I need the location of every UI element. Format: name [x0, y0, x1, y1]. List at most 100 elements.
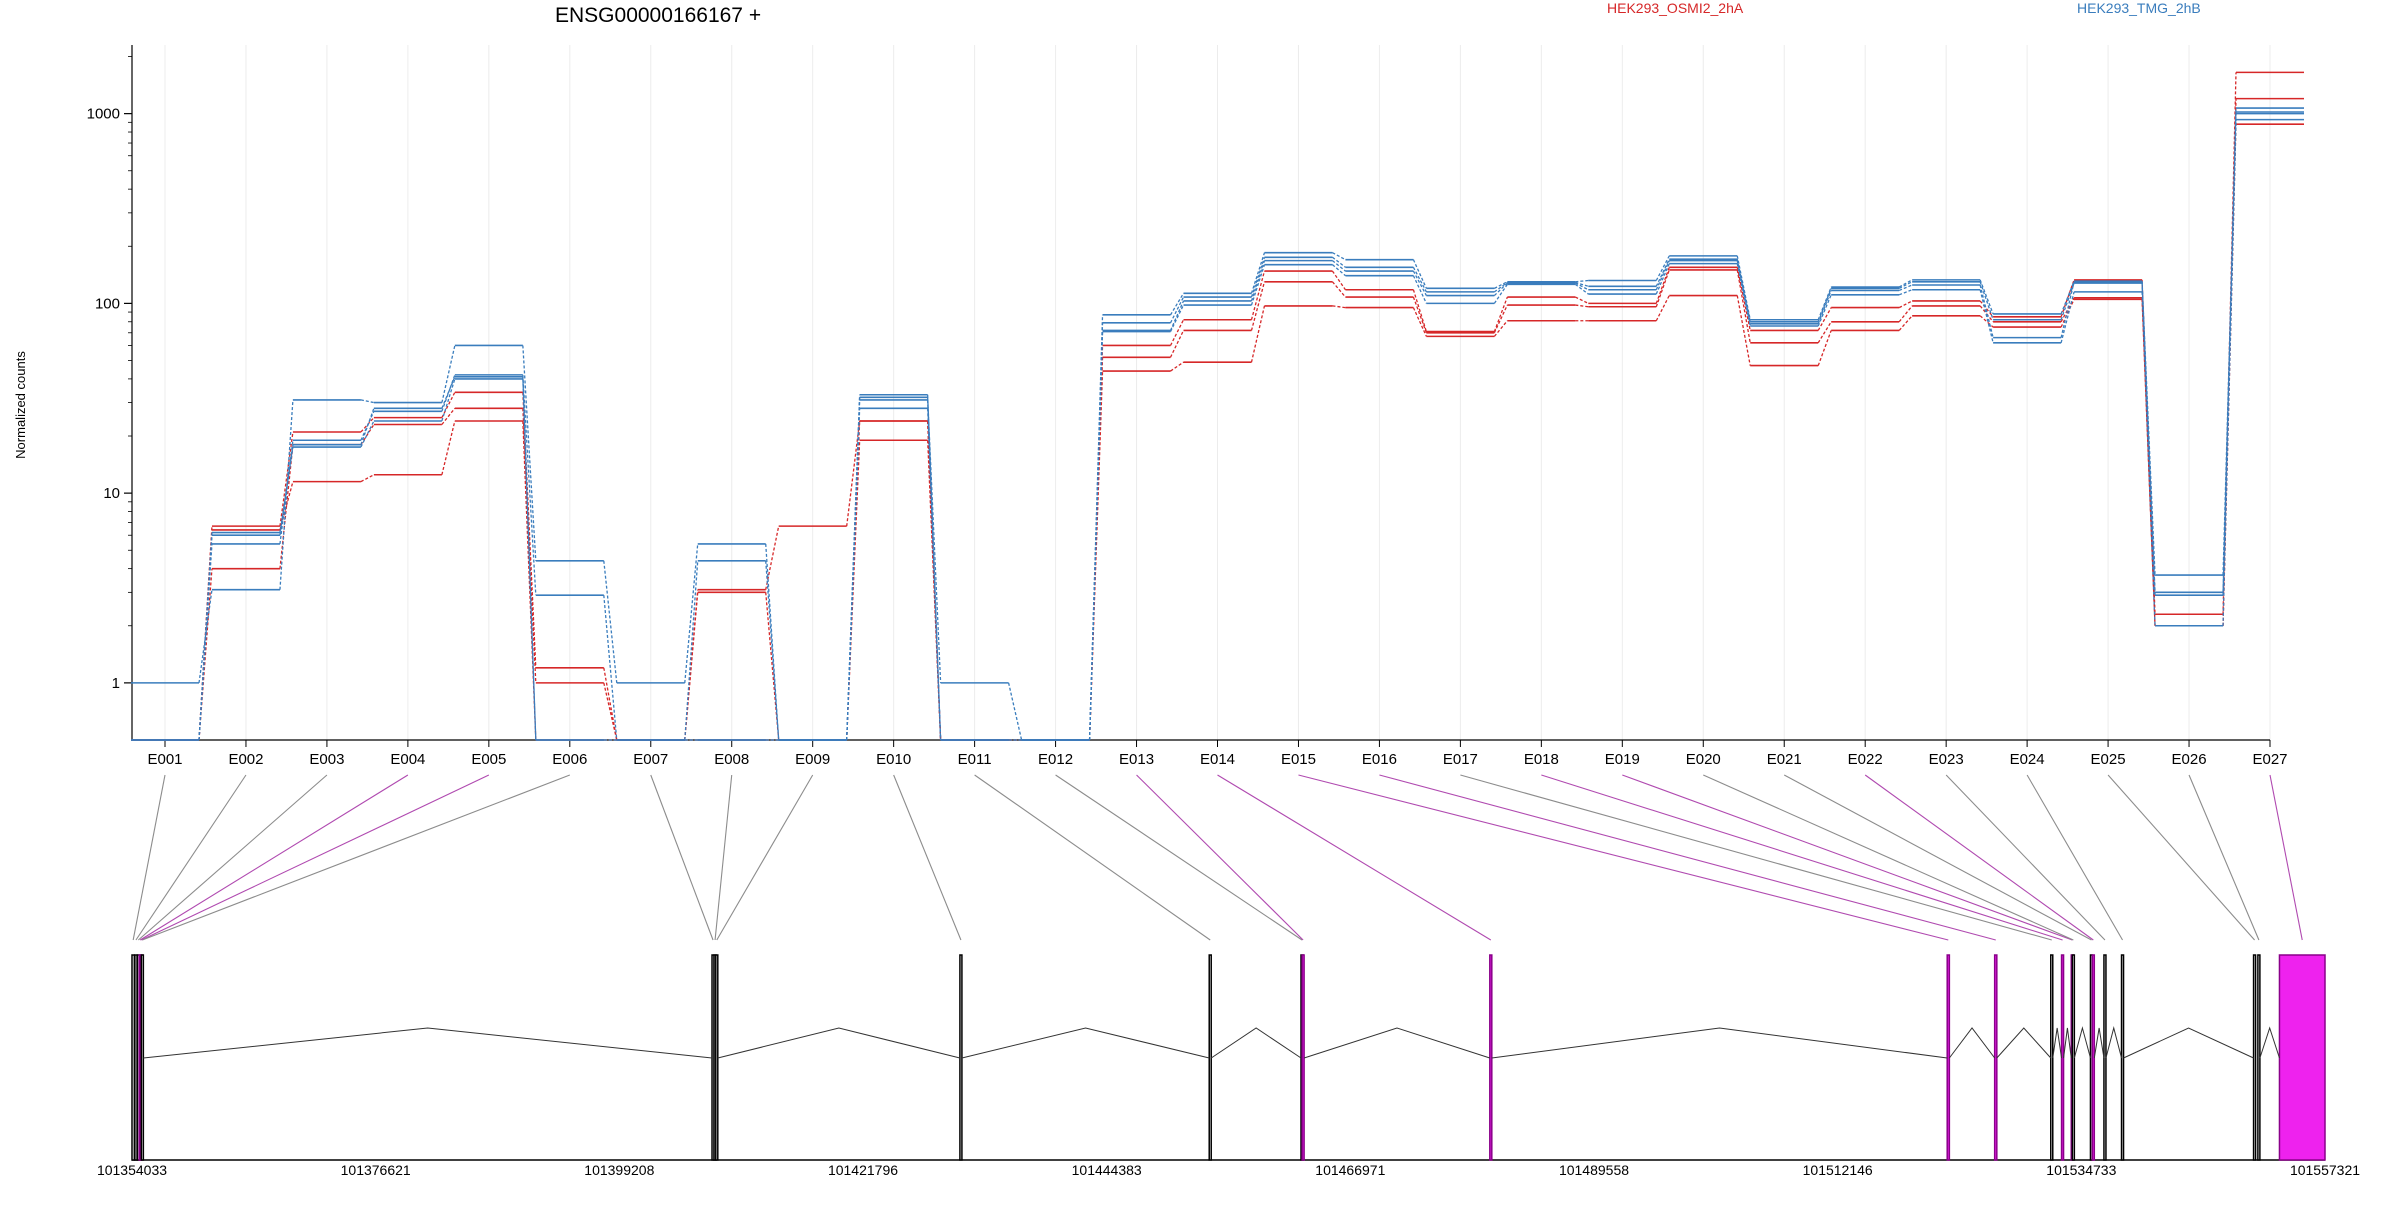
intron-line — [717, 1027, 961, 1059]
transition-line — [441, 407, 456, 425]
x-tick-label: E015 — [1281, 751, 1316, 768]
x-tick-label: E006 — [552, 751, 587, 768]
transition-line — [2141, 299, 2156, 626]
x-tick-label: E008 — [714, 751, 749, 768]
connector-line — [139, 774, 409, 941]
transition-line — [2060, 279, 2075, 317]
transition-line — [1655, 269, 1670, 307]
transition-line — [1575, 296, 1589, 304]
transition-line — [360, 474, 375, 483]
legend-label-osmi2: HEK293_OSMI2_2hA — [1607, 0, 1744, 16]
y-tick-label: 1 — [112, 675, 120, 692]
transition-line — [1979, 289, 1994, 343]
legend-label-tmg: HEK293_TMG_2hB — [2077, 0, 2201, 16]
transition-line — [2222, 111, 2237, 596]
connector-line — [1703, 774, 2074, 941]
connector-line — [132, 774, 166, 941]
transition-line — [2060, 291, 2075, 343]
coordinate-label: 101534733 — [2046, 1162, 2116, 1178]
y-axis-label: Normalized counts — [13, 351, 28, 459]
exon-E015 — [1946, 954, 1951, 1161]
x-tick-label: E026 — [2172, 751, 2207, 768]
transition-line — [846, 420, 861, 527]
exon-E009 — [715, 954, 719, 1161]
intron-line — [2063, 1027, 2072, 1059]
transition-line — [1007, 682, 1023, 741]
transition-line — [2060, 282, 2075, 320]
transition-line — [1250, 281, 1266, 331]
connector-line — [1622, 774, 2073, 941]
transition-line — [684, 543, 699, 683]
connector-line — [1136, 774, 1304, 941]
transition-line — [441, 420, 456, 475]
transition-line — [1169, 292, 1185, 316]
transition-line — [1250, 252, 1266, 294]
transition-line — [1979, 315, 1994, 328]
transition-line — [1736, 269, 1751, 343]
intron-line — [1303, 1027, 1490, 1059]
transition-line — [1655, 267, 1670, 304]
transition-line — [1736, 260, 1751, 324]
grid-layer — [164, 45, 2271, 740]
x-tick-label: E025 — [2091, 751, 2126, 768]
transition-line — [1250, 264, 1266, 306]
x-tick-label: E012 — [1038, 751, 1073, 768]
connector-line — [650, 774, 714, 941]
transition-line — [1898, 284, 1913, 292]
exon-E025 — [2252, 954, 2257, 1161]
transition-line — [1574, 283, 1589, 295]
transition-line — [1412, 266, 1427, 293]
intron-line — [2093, 1027, 2105, 1059]
connector-line — [2269, 774, 2303, 941]
x-tick-label: E020 — [1686, 751, 1721, 768]
intron-line — [1491, 1027, 1948, 1059]
transition-line — [846, 394, 861, 741]
transition-line — [198, 535, 213, 741]
series-7 — [131, 111, 2304, 741]
transition-line — [765, 543, 780, 741]
x-tick-label: E005 — [471, 751, 506, 768]
transition-line — [360, 424, 375, 446]
transition-line — [279, 399, 294, 590]
transition-line — [279, 481, 294, 531]
exon-E001 — [131, 954, 136, 1161]
connector-line — [135, 774, 247, 941]
x-tick-label: E027 — [2252, 751, 2287, 768]
transition-line — [1250, 260, 1266, 302]
connector-line — [1945, 774, 2106, 941]
x-tick-label: E024 — [2010, 751, 2045, 768]
transition-line — [1979, 305, 1994, 323]
transition-line — [684, 560, 699, 741]
intron-line — [2052, 1027, 2063, 1059]
transition-line — [2141, 281, 2156, 596]
x-tick-label: E013 — [1119, 751, 1154, 768]
x-tick-label: E010 — [876, 751, 911, 768]
transition-line — [1412, 296, 1427, 333]
connector-line — [1864, 774, 2094, 941]
transition-line — [1817, 294, 1832, 327]
transition-line — [1575, 281, 1589, 287]
transition-line — [279, 444, 294, 536]
x-tick-label: E023 — [1929, 751, 1964, 768]
exon-E010 — [959, 954, 963, 1161]
transition-line — [1412, 259, 1427, 289]
y-tick-label: 10 — [103, 485, 120, 502]
transition-line — [522, 376, 537, 741]
transition-line — [1817, 307, 1832, 331]
connector-line — [1379, 774, 1996, 941]
connector-line — [141, 774, 490, 941]
x-tick-label: E007 — [633, 751, 668, 768]
transition-line — [360, 408, 375, 445]
connector-line — [974, 774, 1211, 941]
transition-line — [1898, 281, 1913, 289]
text-layer: ENSG00000166167 + HEK293_OSMI2_2hA HEK29… — [13, 0, 2201, 459]
transition-line — [198, 589, 213, 683]
coordinate-label: 101399208 — [584, 1162, 654, 1178]
exon-E011 — [1208, 954, 1212, 1161]
connector-line — [714, 774, 733, 941]
intron-line — [1996, 1027, 2052, 1059]
intron-line — [2259, 1026, 2280, 1059]
connector-line — [137, 774, 328, 941]
coordinate-label: 101354033 — [97, 1162, 167, 1178]
transition-line — [279, 444, 294, 569]
